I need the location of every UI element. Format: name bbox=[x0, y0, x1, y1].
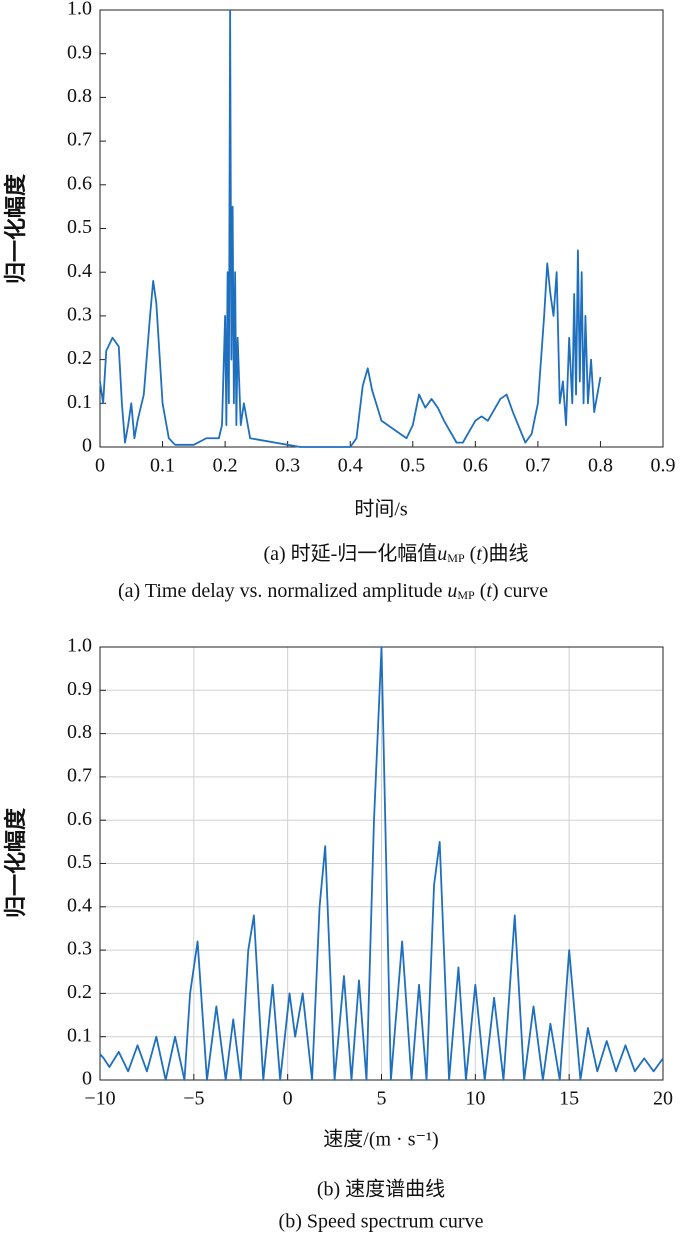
caption-en: (b) Speed spectrum curve bbox=[279, 1211, 484, 1233]
y-tick-label: 0 bbox=[82, 1068, 92, 1090]
x-tick-label: 20 bbox=[653, 1088, 673, 1110]
x-tick-label: 0.3 bbox=[275, 455, 300, 477]
y-tick-label: 0.7 bbox=[67, 764, 92, 786]
y-tick-label: 0.3 bbox=[67, 938, 92, 960]
x-tick-label: 0.7 bbox=[525, 455, 550, 477]
y-tick-label: 0.2 bbox=[67, 347, 92, 369]
y-tick-label: 0.6 bbox=[67, 172, 92, 194]
x-axis-label: 速度/(m · s⁻¹) bbox=[323, 1128, 438, 1151]
x-tick-label: 5 bbox=[377, 1088, 387, 1110]
x-tick-label: 0.4 bbox=[338, 455, 363, 477]
y-tick-label: 0.3 bbox=[67, 303, 92, 325]
x-tick-label: 0.5 bbox=[400, 455, 425, 477]
y-tick-label: 0.4 bbox=[67, 260, 92, 282]
y-tick-label: 1.0 bbox=[67, 0, 92, 20]
x-tick-label: 0.8 bbox=[588, 455, 613, 477]
x-axis-label: 时间/s bbox=[354, 498, 408, 521]
caption-en: (a) Time delay vs. normalized amplitude … bbox=[118, 580, 548, 602]
y-tick-label: 0.9 bbox=[67, 41, 92, 63]
x-tick-label: 15 bbox=[559, 1088, 579, 1110]
y-tick-label: 0.6 bbox=[67, 808, 92, 830]
x-tick-label: 0 bbox=[283, 1088, 293, 1110]
x-tick-label: 0.2 bbox=[213, 455, 238, 477]
caption-cn: (b) 速度谱曲线 bbox=[317, 1178, 445, 1201]
y-tick-label: 0.8 bbox=[67, 85, 92, 107]
x-tick-label: −5 bbox=[183, 1088, 204, 1110]
y-tick-label: 0.7 bbox=[67, 129, 92, 151]
y-tick-label: 0.1 bbox=[67, 1024, 92, 1046]
y-tick-label: 0.5 bbox=[67, 216, 92, 238]
y-tick-label: 1.0 bbox=[67, 635, 92, 657]
x-tick-label: 0.9 bbox=[651, 455, 676, 477]
data-line bbox=[99, 646, 664, 1081]
x-tick-label: 10 bbox=[465, 1088, 485, 1110]
y-tick-label: 0.1 bbox=[67, 391, 92, 413]
y-tick-label: 0.5 bbox=[67, 851, 92, 873]
y-tick-label: 0.9 bbox=[67, 678, 92, 700]
y-tick-label: 0.8 bbox=[67, 721, 92, 743]
y-tick-label: 0.2 bbox=[67, 981, 92, 1003]
x-tick-label: −10 bbox=[84, 1088, 115, 1110]
y-tick-label: 0.4 bbox=[67, 894, 92, 916]
x-tick-label: 0 bbox=[95, 455, 105, 477]
plot-frame bbox=[99, 9, 664, 448]
data-line bbox=[99, 9, 602, 448]
y-tick-label: 0 bbox=[82, 435, 92, 457]
y-axis-label: 归一化幅度 bbox=[3, 807, 28, 918]
x-tick-label: 0.1 bbox=[150, 455, 175, 477]
x-tick-label: 0.6 bbox=[463, 455, 488, 477]
caption-cn: (a) 时延-归一化幅值uMP (t)曲线 bbox=[263, 542, 528, 565]
y-axis-label: 归一化幅度 bbox=[3, 173, 28, 284]
